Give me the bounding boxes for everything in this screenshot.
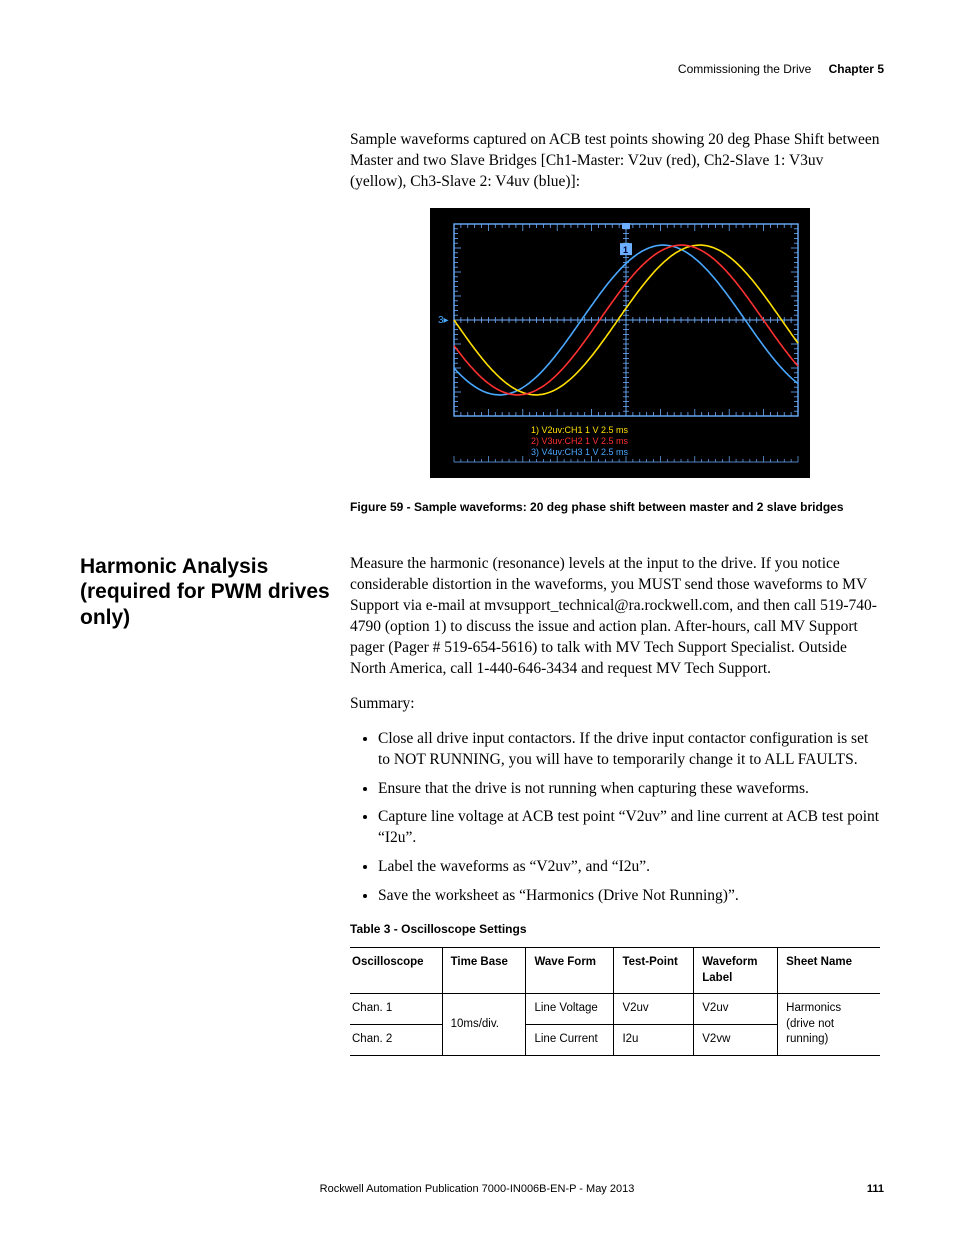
summary-label: Summary: (350, 694, 880, 715)
table-caption: Table 3 - Oscilloscope Settings (350, 921, 880, 937)
list-item: Save the worksheet as “Harmonics (Drive … (378, 886, 880, 907)
table-cell: V2uv (614, 994, 694, 1025)
figure-caption: Figure 59 - Sample waveforms: 20 deg pha… (350, 500, 880, 514)
intro-paragraph: Sample waveforms captured on ACB test po… (350, 130, 880, 193)
page-number: 111 (867, 1183, 884, 1195)
svg-text:1: 1 (623, 245, 628, 255)
table-cell: V2uv (694, 994, 778, 1025)
oscilloscope-settings-table: OscilloscopeTime BaseWave FormTest-Point… (350, 947, 880, 1056)
table-header: Waveform Label (694, 948, 778, 994)
footer-text: Rockwell Automation Publication 7000-IN0… (320, 1183, 635, 1195)
header-section: Commissioning the Drive (678, 62, 811, 76)
table-cell: 10ms/div. (442, 994, 526, 1056)
table-header: Wave Form (526, 948, 614, 994)
main-text-column: Measure the harmonic (resonance) levels … (350, 554, 880, 1056)
scope-legend-line-1: 1) V2uv:CH1 1 V 2.5 ms (531, 425, 628, 436)
list-item: Capture line voltage at ACB test point “… (378, 807, 880, 849)
list-item: Close all drive input contactors. If the… (378, 729, 880, 771)
table-cell: Line Current (526, 1025, 614, 1056)
table-header: Test-Point (614, 948, 694, 994)
table-cell: Harmonics (drive not running) (778, 994, 880, 1056)
list-item: Ensure that the drive is not running whe… (378, 779, 880, 800)
table-cell: I2u (614, 1025, 694, 1056)
table-header: Time Base (442, 948, 526, 994)
running-header: Commissioning the Drive Chapter 5 (678, 62, 884, 76)
harmonic-section: Harmonic Analysis (required for PWM driv… (80, 554, 884, 1056)
oscilloscope-figure: 3▸ 1 1) V2uv:CH1 1 V 2.5 ms 2) V3uv:CH2 1… (430, 208, 810, 478)
side-heading: Harmonic Analysis (required for PWM driv… (80, 554, 350, 630)
table-header: Sheet Name (778, 948, 880, 994)
scope-legend-line-2: 2) V3uv:CH2 1 V 2.5 ms (531, 436, 628, 447)
intro-block: Sample waveforms captured on ACB test po… (350, 130, 880, 514)
page-footer: Rockwell Automation Publication 7000-IN0… (0, 1183, 954, 1195)
summary-bullets: Close all drive input contactors. If the… (350, 729, 880, 907)
table-cell: Chan. 2 (350, 1025, 442, 1056)
header-chapter: Chapter 5 (829, 62, 884, 76)
table-cell: Chan. 1 (350, 994, 442, 1025)
scope-legend-line-3: 3) V4uv:CH3 1 V 2.5 ms (531, 447, 628, 458)
table-header: Oscilloscope (350, 948, 442, 994)
page: Commissioning the Drive Chapter 5 Sample… (0, 0, 954, 1235)
svg-text:3▸: 3▸ (438, 315, 449, 326)
table-cell: V2vw (694, 1025, 778, 1056)
harmonic-paragraph: Measure the harmonic (resonance) levels … (350, 554, 880, 680)
scope-legend: 1) V2uv:CH1 1 V 2.5 ms 2) V3uv:CH2 1 V 2… (531, 425, 628, 459)
table-cell: Line Voltage (526, 994, 614, 1025)
list-item: Label the waveforms as “V2uv”, and “I2u”… (378, 857, 880, 878)
